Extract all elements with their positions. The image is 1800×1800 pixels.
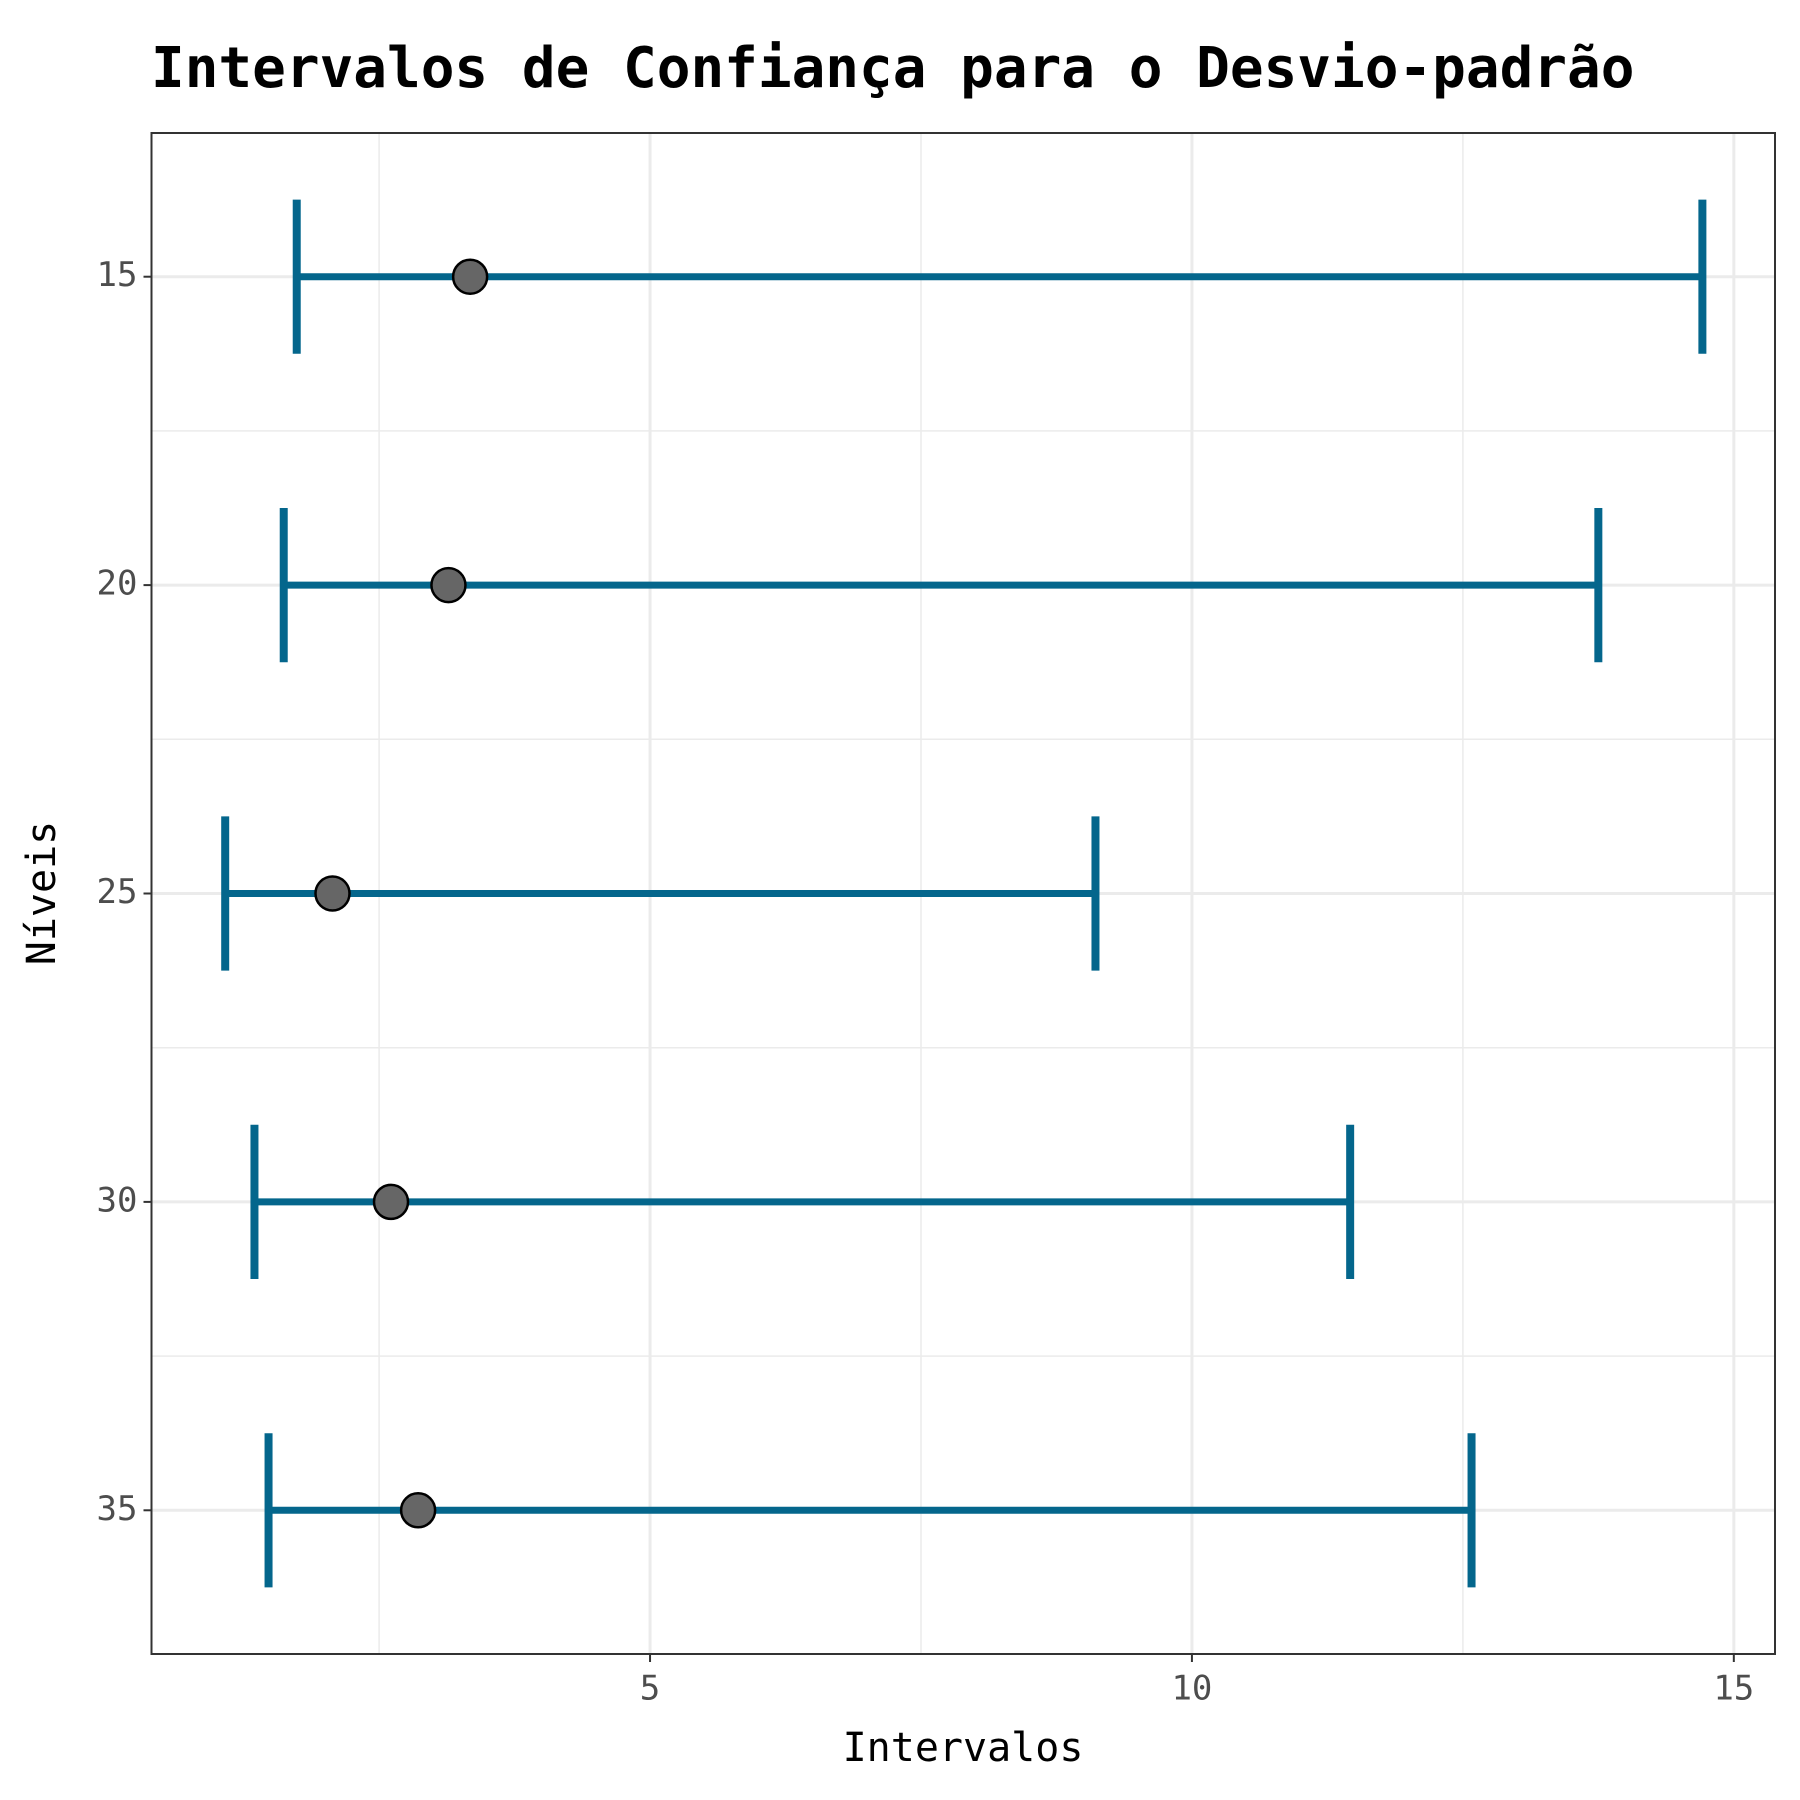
chart-title: Intervalos de Confiança para o Desvio-pa… [151, 36, 1634, 101]
y-tick-label: 15 [97, 255, 138, 295]
y-tick-label: 25 [97, 872, 138, 912]
y-tick-label: 30 [97, 1180, 138, 1220]
point [430, 566, 467, 604]
panel-border [150, 132, 1776, 1655]
y-axis-title: Níveis [19, 821, 65, 966]
point [314, 875, 351, 912]
y-tick-label: 20 [97, 564, 138, 604]
x-tick-label: 5 [640, 1669, 660, 1709]
point [399, 1492, 437, 1529]
point [372, 1183, 410, 1221]
x-tick-label: 10 [1171, 1669, 1212, 1709]
x-tick-label: 15 [1713, 1669, 1754, 1709]
x-axis-title: Intervalos [843, 1725, 1084, 1771]
y-tick-label: 35 [97, 1489, 138, 1529]
point [451, 258, 489, 295]
